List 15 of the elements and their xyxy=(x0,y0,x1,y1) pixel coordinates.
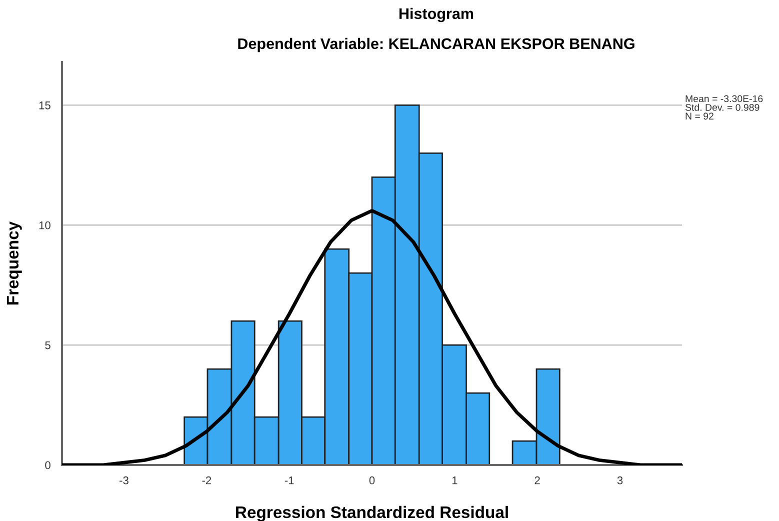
x-tick-label: 1 xyxy=(452,476,458,484)
x-tick-label: -3 xyxy=(120,476,128,484)
chart-title: Histogram xyxy=(399,8,474,22)
y-tick-label: 0 xyxy=(45,461,50,470)
y-tick-label: 15 xyxy=(39,102,50,110)
y-axis-title: Frequency xyxy=(6,221,22,305)
x-tick-label: -2 xyxy=(202,476,212,484)
x-tick-label: 3 xyxy=(617,476,623,484)
text: Mean = -3.30E-16 Std. Dev. = 0.989 N = 92 xyxy=(685,95,763,120)
chart-subtitle: Dependent Variable: KELANCARAN EKSPOR BENANG xyxy=(238,38,634,52)
x-tick-label: 0 xyxy=(369,476,375,484)
y-tick-label: 5 xyxy=(45,341,50,350)
x-tick-label: -1 xyxy=(284,476,294,484)
x-tick-label: 2 xyxy=(534,476,540,484)
y-tick-label: 10 xyxy=(39,221,50,230)
